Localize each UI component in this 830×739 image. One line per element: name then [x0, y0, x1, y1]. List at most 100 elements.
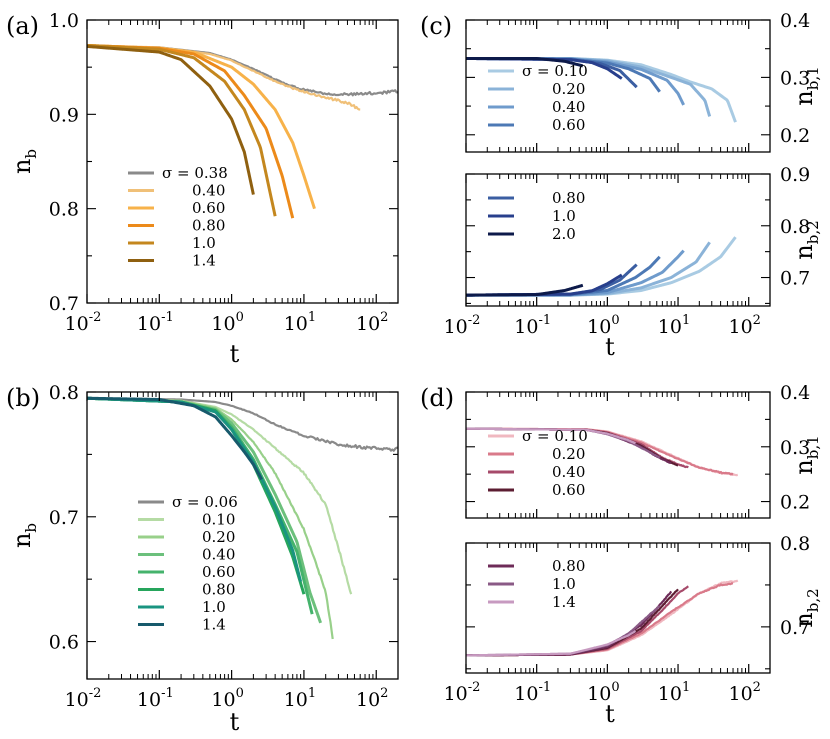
legend-label: 0.80	[552, 557, 585, 575]
legend-label: 0.80	[552, 189, 585, 207]
legend-label: 0.10	[202, 511, 235, 529]
legend-label: 0.80	[202, 581, 235, 599]
legend: 0.801.01.4	[488, 557, 585, 611]
series-group	[466, 579, 739, 657]
plot-frame	[465, 391, 771, 519]
x-tick-label: 102	[356, 310, 388, 335]
legend-label: 1.4	[192, 252, 216, 270]
x-axis-label: t	[605, 333, 615, 361]
x-tick-label: 10-2	[444, 680, 481, 705]
series-line	[466, 283, 584, 297]
y-tick-label: 0.8	[49, 199, 79, 221]
series-line	[87, 44, 361, 111]
y-axis-label: nb,2	[790, 588, 822, 627]
y-tick-label: 0.6	[49, 632, 79, 654]
x-axis-label: t	[605, 700, 615, 728]
series-group	[87, 396, 398, 640]
y-axis-label: nb,1	[790, 66, 822, 105]
x-tick-label: 101	[284, 310, 316, 335]
y-tick-label: 0.3	[780, 437, 810, 459]
y-tick-label: 0.7	[49, 293, 79, 315]
x-tick-label: 101	[284, 686, 316, 711]
legend-label: 0.40	[192, 182, 225, 200]
legend: σ = 0.060.100.200.400.600.801.01.4	[138, 493, 238, 634]
y-tick-label: 0.7	[780, 617, 810, 639]
legend-label: σ = 0.10	[522, 62, 588, 80]
x-tick-label: 100	[587, 313, 619, 338]
x-tick-label: 101	[658, 680, 690, 705]
x-tick-label: 10-2	[65, 310, 102, 335]
y-tick-label: 0.4	[780, 382, 810, 404]
x-tick-label: 10-1	[514, 313, 551, 338]
legend-label: 0.40	[202, 546, 235, 564]
panel-d-bottom: 0.7 0.8 10-2 10-1 100 101 102 t nb,2 0.801.01.4	[444, 533, 822, 728]
y-tick-label: 0.4	[780, 10, 810, 32]
legend: 0.801.02.0	[488, 189, 585, 243]
y-tick-label: 0.8	[780, 216, 810, 238]
y-tick-label: 0.8	[49, 382, 79, 404]
x-tick-label: 10-1	[514, 680, 551, 705]
y-tick-label: 0.2	[780, 125, 810, 147]
legend-label: 1.0	[552, 575, 576, 593]
x-tick-label: 102	[728, 680, 760, 705]
series-line	[466, 241, 711, 297]
y-axis-label: nb	[8, 149, 40, 174]
series-line	[87, 396, 303, 583]
legend: σ = 0.100.200.400.60	[488, 62, 588, 134]
panel-label: (c)	[420, 12, 452, 40]
x-axis-label: t	[230, 340, 240, 368]
legend-label: 0.20	[552, 80, 585, 98]
legend-label: 1.0	[552, 207, 576, 225]
legend-label: 2.0	[552, 225, 576, 243]
legend-label: σ = 0.06	[172, 493, 238, 511]
legend-label: 0.60	[552, 116, 585, 134]
series-line	[87, 43, 295, 219]
x-axis-label: t	[230, 708, 240, 736]
x-tick-label: 102	[356, 686, 388, 711]
legend-label: 0.40	[552, 98, 585, 116]
x-tick-label: 10-2	[444, 313, 481, 338]
plot-frame	[86, 391, 399, 680]
series-line	[466, 605, 661, 657]
y-axis-label: nb,1	[790, 435, 822, 474]
y-tick-label: 0.9	[49, 104, 79, 126]
x-tick-label: 101	[658, 313, 690, 338]
series-group	[466, 427, 738, 477]
x-tick-label: 100	[211, 686, 243, 711]
legend-label: 0.60	[552, 481, 585, 499]
panel-label: (a)	[6, 12, 39, 40]
series-line	[466, 629, 637, 657]
series-group	[87, 43, 398, 219]
y-tick-label: 0.2	[780, 492, 810, 514]
series-group	[466, 236, 737, 297]
panel-c-top: 0.2 0.3 0.4 nb,1 (c) σ = 0.100.200.400.60	[420, 10, 822, 153]
y-tick-label: 0.9	[780, 164, 810, 186]
legend-label: 1.0	[192, 234, 216, 252]
legend-label: 0.80	[192, 217, 225, 235]
legend-label: σ = 0.38	[162, 164, 228, 182]
legend-label: 1.0	[202, 598, 226, 616]
series-line	[87, 44, 255, 195]
x-tick-label: 100	[587, 680, 619, 705]
legend: σ = 0.100.200.400.60	[488, 427, 588, 499]
series-line	[87, 45, 398, 97]
plot-frame	[465, 19, 771, 153]
x-tick-label: 100	[211, 310, 243, 335]
series-line	[87, 43, 277, 217]
legend: σ = 0.380.400.600.801.01.4	[128, 164, 228, 270]
series-group	[466, 56, 737, 123]
x-tick-label: 10-2	[65, 686, 102, 711]
y-tick-label: 0.3	[780, 67, 810, 89]
series-line	[87, 396, 263, 481]
y-tick-label: 0.8	[780, 533, 810, 555]
x-tick-label: 10-1	[137, 686, 174, 711]
legend-label: 1.4	[552, 593, 576, 611]
series-line	[466, 56, 584, 68]
y-tick-label: 0.7	[49, 507, 79, 529]
series-line	[466, 427, 636, 445]
x-tick-label: 102	[728, 313, 760, 338]
series-line	[466, 582, 734, 657]
legend-label: 0.60	[192, 199, 225, 217]
panel-label: (d)	[420, 384, 454, 412]
